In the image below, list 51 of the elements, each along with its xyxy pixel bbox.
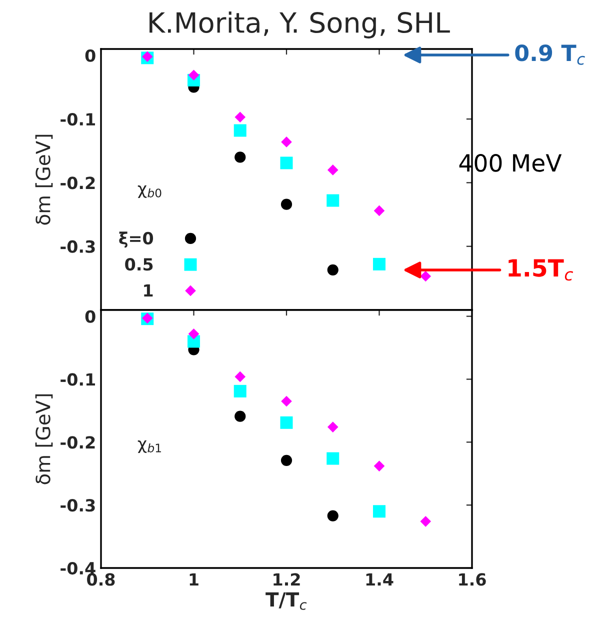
point: [327, 164, 338, 176]
legend-label: 1: [144, 284, 153, 297]
point: [281, 136, 292, 148]
x-tick-label: 1.4: [366, 573, 394, 586]
y-tick-label: -0.3: [60, 240, 95, 253]
point: [373, 258, 386, 270]
y-tick-label: -0.1: [60, 112, 95, 126]
y-tick-label: -0.3: [60, 499, 95, 512]
y-tick-label: -0.4: [60, 562, 96, 575]
legend-label: 0.5: [125, 258, 153, 271]
point: [327, 510, 338, 522]
point: [280, 416, 293, 429]
point: [326, 194, 340, 207]
y-tick-label: -0.2: [60, 176, 95, 190]
annotation: χ$_{b1}$: [138, 440, 161, 453]
point: [327, 264, 338, 276]
annotation: χ$_{b0}$: [138, 185, 162, 198]
x-tick-label: 1: [190, 573, 198, 586]
point: [280, 156, 293, 170]
y-axis-title: δm [GeV]: [35, 134, 53, 225]
text: 1.5T$_{c}$: [508, 259, 574, 281]
x-tick-label: 0.8: [87, 573, 115, 586]
point: [234, 410, 246, 422]
point: [188, 70, 200, 80]
point: [280, 454, 292, 466]
x-axis-title: T/T$_{c}$: [266, 592, 307, 610]
point: [420, 270, 432, 282]
point: [234, 124, 246, 137]
legend-label: ξ=0: [119, 232, 154, 248]
point: [234, 152, 246, 163]
y-tick-label: -0.1: [60, 373, 95, 386]
point: [374, 460, 385, 472]
point: [373, 505, 386, 518]
point: [327, 422, 338, 432]
point: [326, 452, 340, 465]
point: [234, 384, 246, 398]
y-tick-label: 0: [85, 49, 96, 62]
x-tick-label: 1.2: [274, 573, 300, 586]
y-tick-label: 0: [85, 310, 96, 323]
point: [280, 198, 292, 210]
text: 0.9 T$_{c}$: [515, 44, 585, 65]
point: [234, 112, 246, 123]
y-tick-label: -0.2: [60, 436, 95, 449]
x-tick-label: 1.6: [459, 573, 486, 586]
point: [188, 328, 200, 340]
chart-title: K.Morita, Y. Song, SHL: [150, 12, 450, 38]
point: [281, 396, 292, 407]
point: [234, 371, 246, 382]
y-axis-title: δm [GeV]: [35, 394, 53, 484]
point: [420, 516, 432, 527]
point: [374, 205, 385, 216]
